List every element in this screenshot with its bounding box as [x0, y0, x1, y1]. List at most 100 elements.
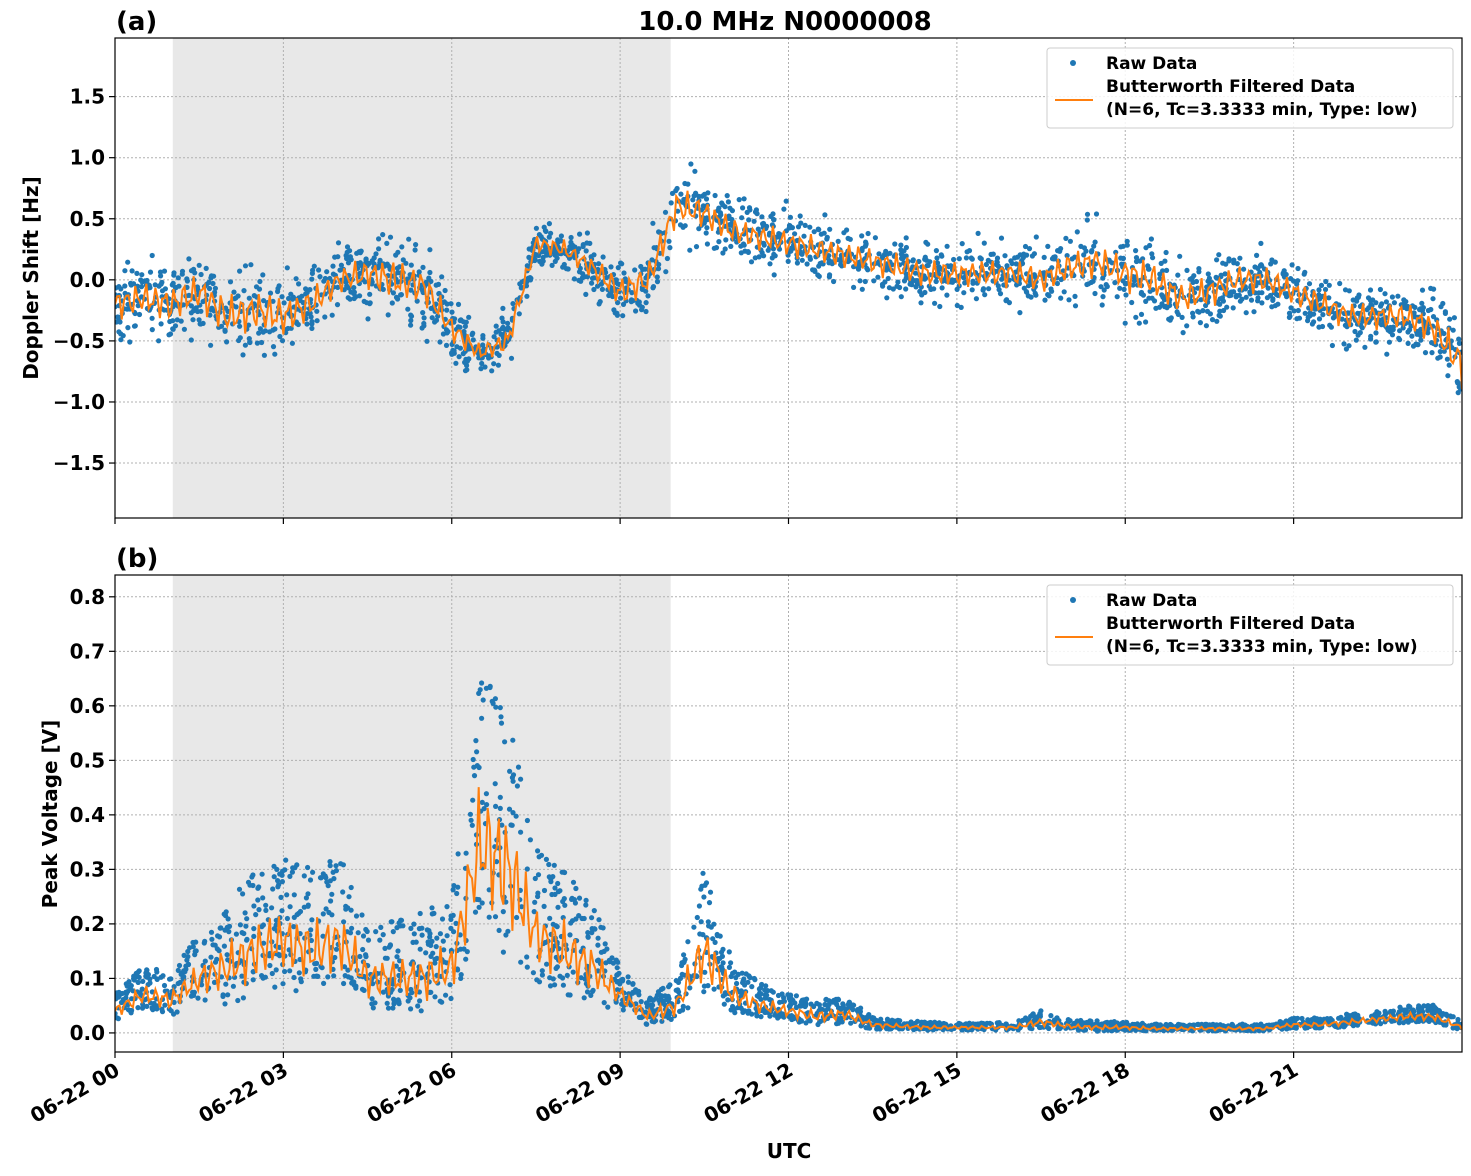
raw-data-point	[673, 987, 679, 993]
raw-data-point	[1304, 1025, 1310, 1031]
raw-data-point	[1326, 295, 1332, 301]
raw-data-point	[428, 942, 434, 949]
raw-data-point	[122, 268, 128, 274]
raw-data-point	[237, 335, 243, 341]
raw-data-point	[429, 315, 435, 321]
raw-data-point	[360, 933, 367, 939]
raw-data-point	[576, 277, 582, 283]
raw-data-point	[386, 263, 392, 269]
raw-data-point	[546, 861, 552, 868]
raw-data-point	[1384, 351, 1390, 357]
raw-data-point	[1294, 281, 1300, 287]
raw-data-point	[770, 989, 776, 995]
raw-data-point	[704, 241, 711, 247]
raw-data-point	[1311, 311, 1317, 317]
raw-data-point	[807, 254, 813, 260]
raw-data-point	[242, 263, 249, 269]
raw-data-point	[898, 294, 904, 300]
raw-data-point	[771, 217, 777, 223]
raw-data-point	[1187, 1022, 1193, 1028]
y-tick-label: −1.5	[53, 451, 105, 475]
raw-data-point	[711, 245, 717, 251]
raw-data-point	[578, 975, 584, 981]
raw-data-point	[171, 999, 177, 1006]
raw-data-point	[1184, 267, 1190, 273]
raw-data-point	[572, 900, 579, 906]
raw-data-point	[286, 295, 292, 302]
raw-data-point	[995, 283, 1001, 289]
raw-data-point	[595, 942, 601, 948]
raw-data-point	[128, 280, 134, 286]
raw-data-point	[745, 979, 751, 985]
raw-data-point	[216, 948, 222, 954]
raw-data-point	[343, 903, 349, 909]
raw-data-point	[608, 264, 614, 270]
raw-data-point	[701, 894, 707, 900]
raw-data-point	[291, 924, 297, 930]
raw-data-point	[237, 922, 243, 928]
raw-data-point	[799, 257, 805, 263]
raw-data-point	[127, 986, 133, 992]
raw-data-point	[1052, 254, 1058, 260]
raw-data-point	[333, 868, 339, 874]
raw-data-point	[448, 301, 454, 307]
raw-data-point	[129, 268, 135, 274]
raw-data-point	[282, 867, 288, 873]
raw-data-point	[147, 976, 153, 982]
raw-data-point	[195, 308, 201, 315]
raw-data-point	[1441, 348, 1447, 354]
raw-data-point	[841, 230, 847, 236]
raw-data-point	[1157, 275, 1163, 282]
raw-data-point	[1109, 1019, 1115, 1026]
raw-data-point	[500, 324, 506, 330]
raw-data-point	[380, 989, 386, 995]
raw-data-point	[1398, 302, 1404, 308]
raw-data-point	[821, 230, 827, 236]
raw-data-point	[1386, 339, 1392, 345]
raw-data-point	[479, 360, 485, 367]
raw-data-point	[269, 970, 275, 977]
raw-data-point	[591, 275, 597, 281]
raw-data-point	[257, 326, 263, 332]
raw-data-point	[968, 255, 974, 261]
raw-data-point	[688, 161, 694, 167]
raw-data-point	[331, 973, 337, 979]
raw-data-point	[324, 269, 330, 275]
raw-data-point	[457, 324, 463, 330]
y-tick-label: 0.3	[70, 857, 105, 881]
raw-data-point	[428, 953, 434, 960]
raw-data-point	[1378, 322, 1385, 328]
raw-data-point	[975, 230, 981, 236]
raw-data-point	[1203, 302, 1209, 309]
raw-data-point	[423, 279, 429, 285]
y-tick-label: 0.6	[70, 694, 105, 718]
raw-data-point	[224, 339, 230, 345]
raw-data-point	[159, 288, 166, 294]
raw-data-point	[1418, 337, 1424, 343]
raw-data-point	[380, 286, 386, 292]
raw-data-point	[979, 1020, 985, 1026]
raw-data-point	[267, 290, 274, 296]
raw-data-point	[210, 280, 216, 287]
raw-data-point	[118, 337, 124, 343]
raw-data-point	[913, 284, 919, 290]
raw-data-point	[378, 924, 384, 931]
raw-data-point	[678, 191, 684, 197]
raw-data-point	[251, 903, 257, 909]
raw-data-point	[380, 232, 386, 238]
raw-data-point	[602, 941, 608, 947]
raw-data-point	[611, 307, 617, 313]
raw-data-point	[580, 243, 586, 250]
raw-data-point	[794, 260, 801, 266]
raw-data-point	[675, 208, 681, 214]
raw-data-point	[1353, 337, 1359, 343]
raw-data-point	[681, 196, 687, 203]
raw-data-point	[803, 1020, 809, 1026]
raw-data-point	[345, 967, 351, 973]
raw-data-point	[406, 236, 412, 242]
raw-data-point	[694, 914, 700, 921]
raw-data-point	[344, 249, 350, 255]
raw-data-point	[548, 879, 554, 885]
raw-data-point	[432, 960, 438, 966]
raw-data-point	[859, 245, 866, 251]
